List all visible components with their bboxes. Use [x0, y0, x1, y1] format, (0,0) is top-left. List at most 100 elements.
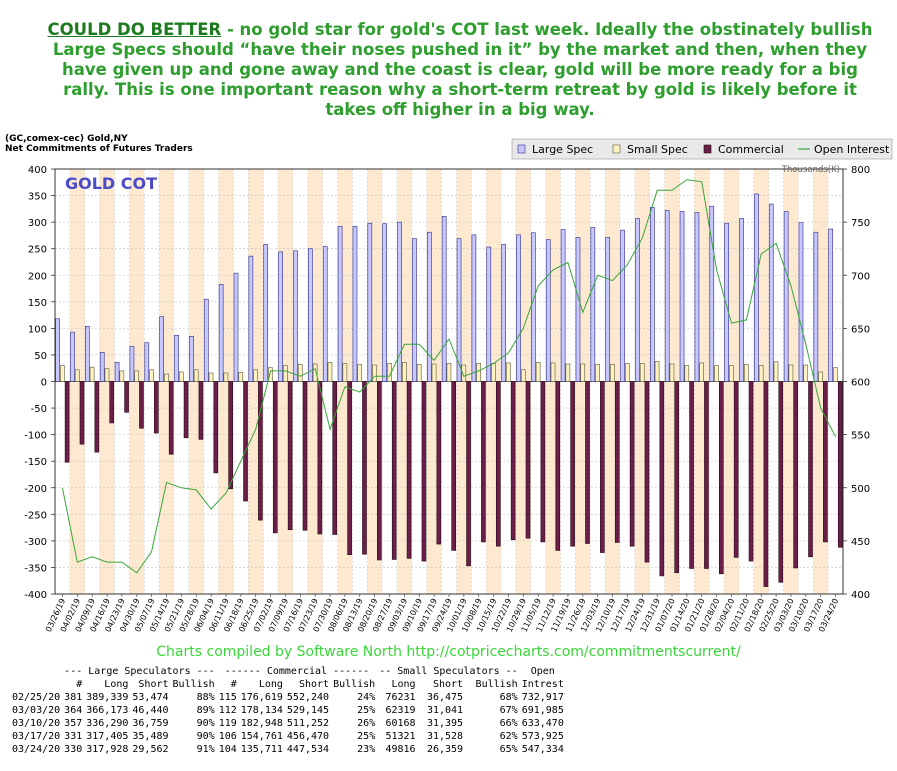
large-spec-bar [426, 231, 432, 382]
large-spec-bar [486, 246, 492, 382]
left-axis-tick-label: 100 [28, 324, 47, 335]
left-axis-tick-label: -100 [24, 431, 47, 442]
table-cell: 26% [357, 718, 376, 729]
table-cell: 336,290 [86, 718, 129, 729]
table-cell: 633,470 [521, 718, 564, 729]
commercial-bar [600, 381, 605, 553]
table-cell: 115 [218, 692, 237, 703]
table-cell: 732,917 [521, 692, 564, 703]
small-spec-bar [743, 364, 749, 382]
small-spec-bar [297, 364, 303, 382]
large-spec-bar [635, 218, 640, 382]
commercial-bar [733, 381, 739, 558]
table-cell: 03/24/20 [12, 744, 61, 755]
commercial-bar [704, 381, 709, 569]
commercial-bar [377, 381, 382, 561]
table-cell: 447,534 [286, 744, 330, 755]
left-axis-tick-label: -400 [24, 590, 47, 601]
small-spec-bar [639, 363, 645, 382]
commercial-bar [272, 381, 278, 534]
table-cell: 119 [218, 718, 237, 729]
small-spec-bar [446, 363, 452, 382]
large-spec-bar [144, 342, 150, 382]
table-column-header: Short [298, 679, 330, 690]
group-header-open-interest: Open [530, 666, 555, 677]
small-spec-bar [416, 364, 422, 382]
large-spec-bar [159, 316, 164, 382]
commercial-bar [808, 381, 813, 558]
left-axis-tick-label: -50 [31, 404, 47, 415]
large-spec-bar [322, 246, 328, 382]
small-spec-bar [342, 363, 348, 382]
commercial-bar [718, 381, 724, 575]
small-spec-bar [565, 363, 571, 382]
large-spec-bar [70, 331, 75, 382]
commercial-bar [525, 381, 531, 539]
small-spec-bar [818, 371, 823, 382]
large-spec-bar [367, 222, 373, 382]
table-group-header-row: --- Large Speculators --- ------ Commerc… [10, 665, 566, 678]
left-axis-tick-label: -250 [24, 510, 47, 521]
table-cell: 46,440 [132, 705, 169, 716]
small-spec-bar [74, 369, 80, 382]
large-spec-bar [739, 218, 744, 382]
small-spec-bar [758, 365, 764, 382]
legend-swatch [612, 144, 621, 154]
right-axis-tick-label: 550 [851, 431, 870, 442]
chart-title-subtitle: Net Commitments of Futures Traders [5, 144, 193, 154]
large-spec-bar [575, 237, 581, 382]
table-cell: 573,925 [521, 731, 564, 742]
large-spec-bar [724, 222, 729, 382]
table-cell: 90% [196, 718, 215, 729]
chart-watermark: GOLD COT [65, 174, 157, 193]
cot-table: --- Large Speculators --- ------ Commerc… [10, 665, 566, 756]
small-spec-bar [788, 364, 794, 382]
table-column-header: # [76, 679, 83, 690]
commercial-bar [659, 381, 665, 577]
table-cell: 91% [196, 744, 215, 755]
commercial-bar [689, 381, 694, 569]
commercial-bar [109, 381, 115, 424]
small-spec-bar [283, 365, 288, 382]
right-axis-tick-label: 750 [851, 218, 870, 229]
left-axis-tick-label: 0 [41, 378, 47, 389]
table-cell: 511,252 [286, 718, 330, 729]
table-cell: 66% [499, 718, 518, 729]
small-spec-bar [803, 364, 809, 382]
table-cell: 547,334 [521, 744, 564, 755]
left-axis-tick-label: 400 [28, 165, 47, 176]
table-cell: 23% [357, 744, 376, 755]
large-spec-bar [560, 229, 566, 382]
table-cell: 381 [64, 692, 83, 703]
table-column-header: Short [138, 679, 169, 690]
left-axis-tick-label: -200 [24, 484, 47, 495]
legend-label: Small Spec [627, 143, 688, 156]
table-cell: 176,619 [240, 692, 283, 703]
commercial-bar [570, 381, 575, 547]
small-spec-bar [193, 369, 199, 382]
left-axis-tick-label: 250 [28, 245, 47, 256]
table-column-header: # [230, 679, 237, 690]
units-label: Thousands(K) [781, 165, 840, 175]
large-spec-bar [754, 193, 759, 382]
headline-text: - no gold star for gold's COT last week.… [52, 20, 873, 119]
large-spec-bar [783, 211, 789, 382]
large-spec-bar [813, 231, 819, 382]
table-cell: 25% [357, 731, 376, 742]
table-cell: 529,145 [286, 705, 330, 716]
small-spec-bar [238, 372, 244, 382]
table-cell: 317,405 [86, 731, 129, 742]
table-cell: 76231 [385, 692, 416, 703]
large-spec-bar [352, 226, 358, 382]
commercial-bar [124, 381, 129, 413]
table-cell: 62% [499, 731, 518, 742]
table-cell: 03/17/20 [12, 731, 61, 742]
commercial-bar [481, 381, 486, 543]
table-cell: 89% [196, 705, 215, 716]
small-spec-bar [610, 364, 615, 382]
left-axis-tick-label: -300 [24, 537, 47, 548]
left-axis-tick-label: 50 [34, 351, 47, 362]
small-spec-bar [595, 364, 600, 382]
table-cell: 331 [64, 731, 83, 742]
right-axis-tick-label: 650 [851, 324, 870, 335]
